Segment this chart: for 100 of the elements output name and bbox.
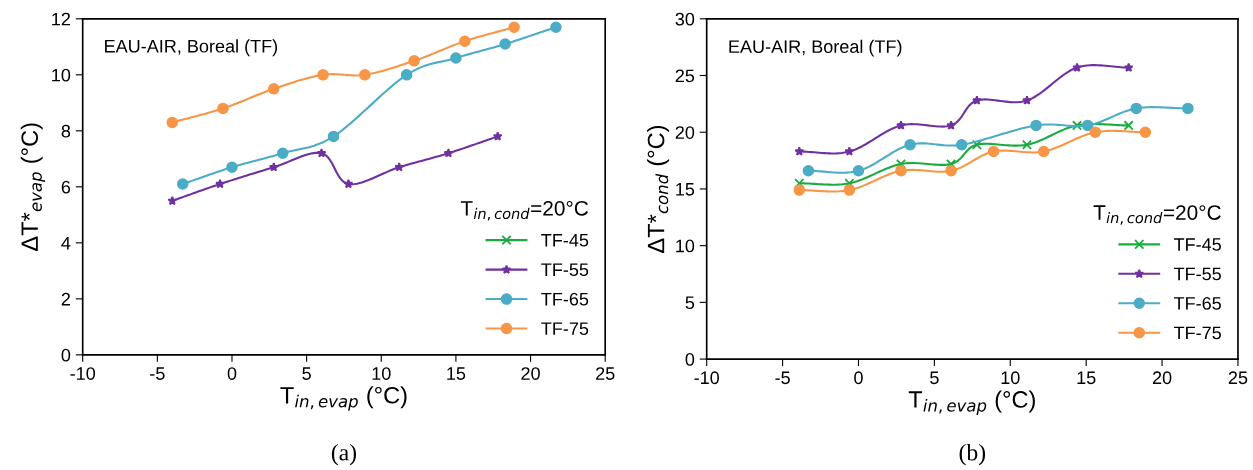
x-tick-label: 15	[1077, 371, 1096, 385]
point	[843, 184, 856, 196]
point	[1123, 120, 1134, 131]
point	[343, 178, 354, 189]
y-tick-label: 30	[675, 12, 695, 26]
y-tick-label: 10	[676, 239, 695, 253]
x-tick-label: 25	[596, 367, 615, 380]
x-tick-label: 25	[1228, 371, 1248, 385]
point	[793, 184, 806, 196]
point	[945, 165, 957, 177]
point	[904, 138, 916, 151]
x-tick-label: 20	[521, 367, 540, 380]
point	[359, 69, 371, 81]
x-tick-label: 10	[372, 367, 391, 380]
point	[955, 138, 968, 151]
y-tick-label: 0	[61, 348, 71, 362]
point	[167, 195, 178, 206]
text: (b)	[959, 443, 986, 466]
legend-label: TF-45	[541, 234, 589, 247]
point	[327, 130, 340, 143]
y-tick-label: 15	[676, 183, 695, 196]
x-tick-label: 20	[1152, 371, 1172, 385]
point	[895, 165, 907, 177]
point	[499, 38, 511, 50]
x-tick-label: 0	[227, 367, 237, 380]
y-axis-title: ΔT*$_{evap}$ (°C)	[20, 123, 46, 251]
point	[408, 55, 420, 67]
point	[268, 83, 280, 95]
point	[215, 178, 225, 189]
point	[400, 69, 413, 81]
legend-title: T$_{in,cond}$=20°C	[460, 200, 589, 221]
y-axis-title: ΔT*$_{cond}$ (°C)	[647, 125, 670, 253]
point	[844, 146, 855, 156]
point	[176, 178, 189, 190]
point	[550, 21, 562, 33]
x-tick-label: 15	[447, 367, 466, 380]
annotation: EAU-AIR, Boreal (TF)	[729, 39, 902, 57]
y-tick-label: 5	[685, 296, 695, 310]
legend-label: TF-55	[1173, 267, 1221, 281]
legend-label: TF-45	[1173, 238, 1221, 251]
y-tick-label: 25	[675, 69, 695, 83]
y-tick-label: 2	[61, 292, 70, 306]
point	[1089, 126, 1102, 138]
legend-label: TF-75	[541, 322, 589, 336]
point	[946, 120, 956, 130]
point	[443, 148, 454, 158]
point	[1081, 119, 1094, 132]
point	[1123, 62, 1134, 72]
point	[268, 162, 279, 172]
point	[508, 21, 520, 33]
point	[450, 52, 462, 64]
point	[987, 145, 1000, 158]
point	[317, 69, 329, 81]
point	[492, 131, 503, 141]
y-tick-label: 12	[52, 12, 70, 26]
point	[166, 116, 179, 129]
point	[972, 95, 982, 105]
x-tick-label: -5	[150, 367, 165, 380]
point	[394, 162, 405, 172]
point	[1022, 95, 1032, 105]
y-tick-label: 4	[61, 236, 71, 250]
point	[852, 165, 865, 177]
point	[794, 146, 805, 156]
point	[1072, 62, 1082, 72]
x-tick-label: -10	[70, 367, 96, 380]
point	[1182, 102, 1194, 115]
y-tick-label: 10	[52, 68, 71, 82]
x-tick-label: 10	[1001, 371, 1020, 385]
point	[226, 161, 238, 173]
x-tick-label: 5	[930, 371, 939, 385]
x-tick-label: -10	[694, 371, 720, 385]
point	[896, 120, 906, 130]
legend-title: T$_{in,cond}$=20°C	[1093, 205, 1221, 225]
point	[316, 148, 327, 158]
legend-label: TF-75	[1173, 326, 1221, 340]
y-tick-label: 0	[685, 353, 695, 366]
point	[1071, 120, 1083, 131]
legend-label: TF-65	[541, 292, 589, 306]
annotation: EAU-AIR, Boreal (TF)	[105, 39, 278, 57]
point	[1139, 126, 1152, 138]
point	[1037, 145, 1050, 158]
point	[276, 147, 289, 159]
text: (a)	[331, 443, 357, 466]
y-tick-label: 8	[61, 124, 71, 138]
x-tick-label: 5	[302, 367, 311, 380]
x-tick-label: -5	[775, 371, 790, 385]
point	[217, 102, 229, 115]
legend-label: TF-65	[1173, 297, 1221, 310]
x-axis-title: T$_{in,evap}$ (°C)	[908, 390, 1035, 415]
point	[1030, 119, 1042, 132]
point	[802, 165, 815, 177]
point	[1021, 139, 1033, 150]
point	[459, 35, 471, 47]
y-tick-label: 20	[675, 126, 695, 139]
legend-label: TF-55	[541, 263, 589, 277]
y-tick-label: 6	[61, 180, 71, 194]
x-axis-title: T$_{in,evap}$ (°C)	[280, 386, 407, 411]
point	[971, 139, 982, 150]
x-tick-label: 0	[854, 371, 863, 385]
point	[1130, 102, 1143, 115]
